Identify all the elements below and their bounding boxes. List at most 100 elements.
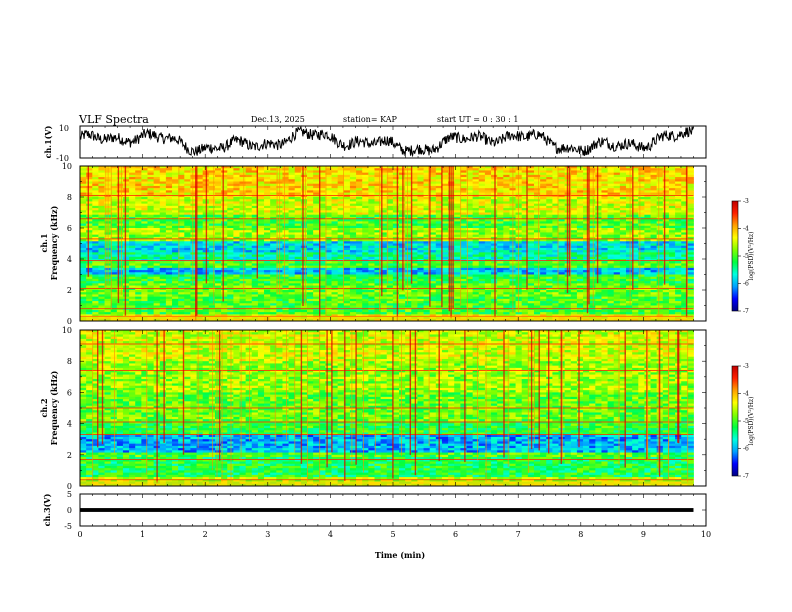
- spectrogram-cell: [583, 194, 590, 198]
- spectrogram-cell: [172, 254, 179, 258]
- spectrogram-cell: [196, 247, 204, 251]
- spectrogram-cell: [331, 225, 339, 229]
- spectrogram-cell: [288, 254, 296, 258]
- spectrogram-cell: [558, 203, 566, 207]
- spectrogram-cell: [540, 177, 547, 180]
- spectrogram-cell: [172, 181, 179, 185]
- spectrogram-cell: [306, 183, 314, 187]
- spectrogram-cell: [178, 265, 185, 269]
- spectrogram-cell: [491, 261, 498, 264]
- spectrogram-cell: [214, 174, 222, 178]
- spectrogram-cell: [503, 245, 510, 249]
- spectrogram-cell: [374, 208, 381, 211]
- spectrogram-cell: [270, 254, 277, 258]
- spectrogram-cell: [294, 199, 302, 202]
- spectrogram-cell: [172, 223, 179, 227]
- spectrogram-cell: [159, 263, 167, 267]
- spectrogram-cell: [214, 190, 222, 193]
- spectrogram-cell: [601, 201, 608, 205]
- spectrogram-cell: [662, 234, 670, 238]
- spectrogram-cell: [172, 230, 179, 233]
- spectrogram-cell: [221, 243, 228, 247]
- spectrogram-cell: [632, 190, 639, 193]
- spectrogram-cell: [687, 177, 694, 180]
- spectrogram-cell: [190, 199, 197, 202]
- spectrogram-cell: [245, 190, 253, 193]
- spectrogram-cell: [159, 181, 167, 185]
- spectrogram-cell: [644, 168, 651, 171]
- spectrogram-cell: [668, 223, 676, 227]
- spectrogram-cell: [288, 205, 296, 209]
- spectrogram-cell: [392, 205, 400, 209]
- spectrogram-cell: [331, 272, 339, 275]
- spectrogram-cell: [282, 203, 289, 207]
- spectrogram-cell: [343, 230, 351, 233]
- spectrogram-cell: [294, 185, 302, 189]
- spectrogram-cell: [472, 188, 480, 191]
- spectrogram-cell: [288, 201, 296, 205]
- spectrogram-cell: [521, 166, 529, 169]
- spectrogram-cell: [165, 243, 173, 247]
- spectrogram-cell: [466, 221, 474, 224]
- spectrogram-cell: [497, 245, 504, 249]
- spectrogram-cell: [429, 210, 437, 213]
- spectrogram-cell: [675, 199, 682, 202]
- spectrogram-cell: [503, 261, 510, 264]
- spectrogram-cell: [282, 212, 289, 216]
- spectrogram-cell: [325, 225, 332, 229]
- spectrogram-cell: [478, 174, 486, 178]
- spectrogram-cell: [282, 183, 289, 187]
- spectrogram-cell: [472, 210, 480, 213]
- spectrogram-cell: [368, 247, 375, 251]
- spectrogram-cell: [153, 185, 161, 189]
- spectrogram-cell: [558, 239, 566, 242]
- spectrogram-cell: [233, 228, 240, 231]
- spectrogram-cell: [589, 219, 596, 222]
- spectrogram-cell: [527, 270, 535, 273]
- spectrogram-cell: [196, 185, 204, 189]
- spectrogram-cell: [306, 172, 314, 176]
- spectrogram-cell: [196, 197, 204, 200]
- spectrogram-cell: [503, 247, 510, 251]
- spectrogram-cell: [491, 243, 498, 247]
- spectrogram-cell: [478, 179, 486, 182]
- spectrogram-cell: [184, 270, 191, 273]
- spectrogram-cell: [540, 243, 547, 247]
- spectrogram-cell: [294, 239, 302, 242]
- spectrogram-cell: [356, 243, 363, 247]
- spectrogram-cell: [607, 199, 615, 202]
- spectrogram-cell: [172, 166, 179, 169]
- spectrogram-cell: [153, 250, 161, 253]
- spectrogram-cell: [110, 219, 118, 222]
- spectrogram-cell: [613, 239, 621, 242]
- spectrogram-cell: [208, 254, 216, 258]
- spectrogram-cell: [349, 179, 357, 182]
- spectrogram-cell: [644, 214, 651, 218]
- spectrogram-cell: [288, 265, 296, 269]
- spectrogram-cell: [515, 236, 523, 240]
- spectrogram-cell: [80, 239, 87, 242]
- spectrogram-cell: [576, 230, 584, 233]
- spectrogram-cell: [601, 214, 608, 218]
- spectrogram-cell: [601, 254, 608, 258]
- spectrogram-cell: [619, 225, 627, 229]
- spectrogram-cell: [306, 232, 314, 236]
- spectrogram-cell: [552, 199, 559, 202]
- spectrogram-cell: [294, 210, 302, 213]
- spectrogram-cell: [122, 234, 130, 238]
- spectrogram-cell: [503, 267, 510, 271]
- spectrogram-cell: [570, 210, 578, 213]
- spectrogram-cell: [656, 179, 664, 182]
- spectrogram-cell: [221, 254, 228, 258]
- spectrogram-cell: [595, 199, 602, 202]
- spectrogram-cell: [362, 201, 369, 205]
- spectrogram-cell: [214, 261, 222, 264]
- spectrogram-cell: [626, 254, 633, 258]
- spectrogram-cell: [300, 241, 308, 244]
- spectrogram-cell: [576, 265, 584, 269]
- spectrogram-cell: [337, 261, 345, 264]
- spectrogram-cell: [251, 214, 259, 218]
- spectrogram-cell: [239, 250, 247, 253]
- spectrogram-cell: [349, 254, 357, 258]
- spectrogram-cell: [441, 208, 449, 211]
